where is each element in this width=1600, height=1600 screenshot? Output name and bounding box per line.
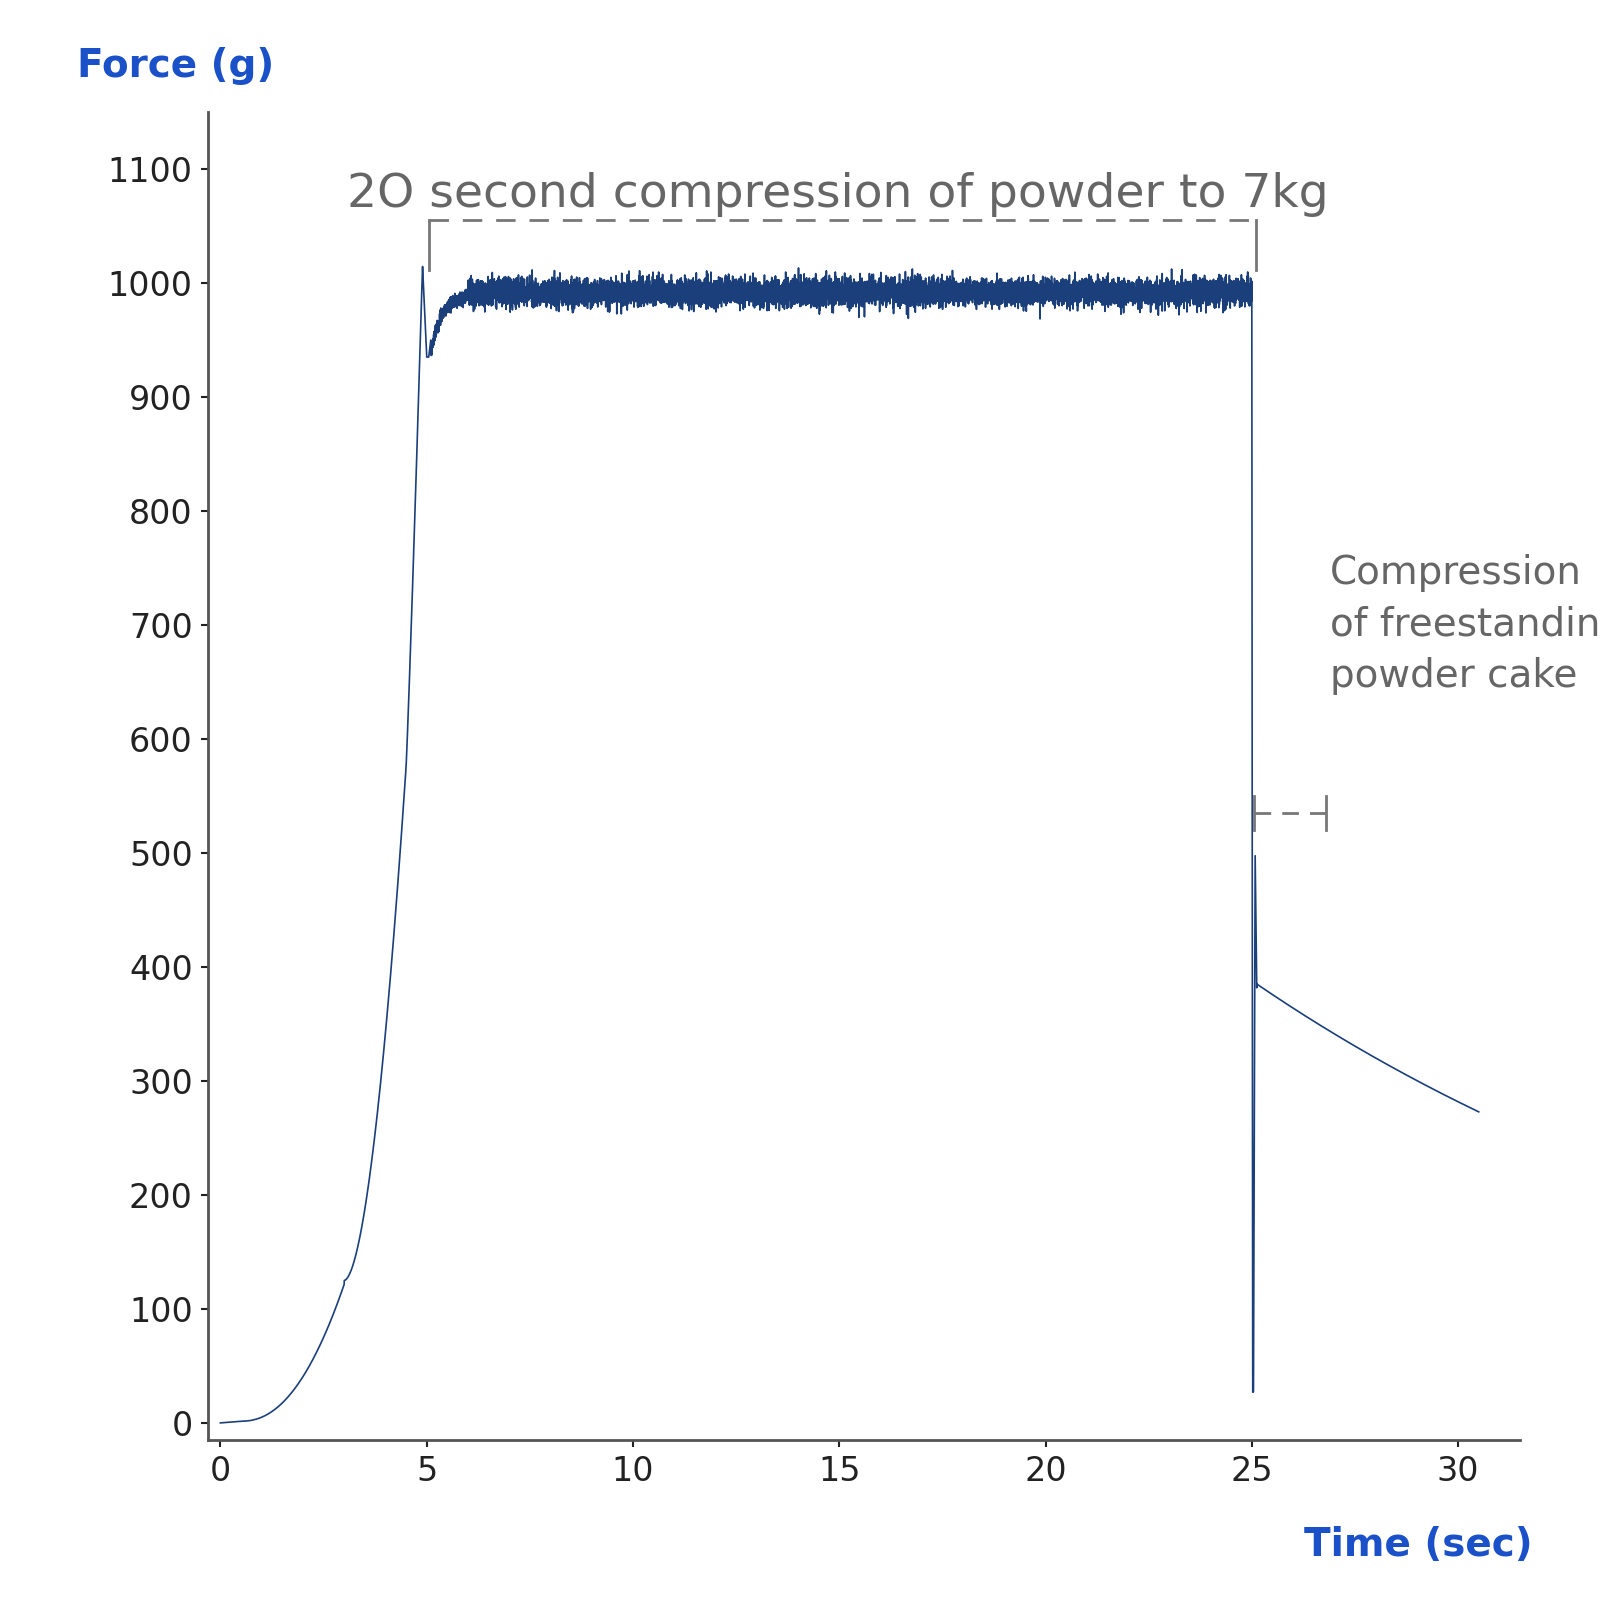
Text: 2O second compression of powder to 7kg: 2O second compression of powder to 7kg bbox=[347, 171, 1328, 216]
Text: Force (g): Force (g) bbox=[77, 48, 274, 85]
Text: Compression
of freestanding
powder cake: Compression of freestanding powder cake bbox=[1330, 555, 1600, 696]
Text: Time (sec): Time (sec) bbox=[1304, 1526, 1533, 1565]
